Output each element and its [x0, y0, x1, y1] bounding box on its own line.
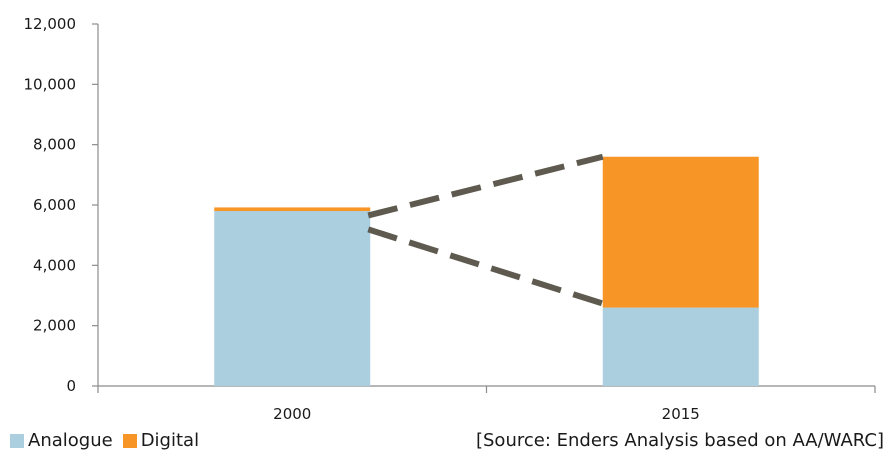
legend-item-analogue: Analogue [10, 430, 113, 451]
legend-label-analogue: Analogue [28, 430, 113, 451]
x-axis: 2000 2015 [97, 385, 876, 423]
legend-swatch-analogue [10, 433, 24, 448]
bars [214, 156, 759, 386]
x-tick-label: 2015 [662, 405, 700, 423]
legend-item-digital: Digital [122, 430, 200, 451]
bar-digital-2015 [602, 156, 759, 308]
y-tick-label: 12,000 [24, 15, 77, 33]
bar-analogue-2015 [602, 307, 759, 386]
y-tick-label: 2,000 [33, 317, 76, 335]
y-tick-label: 8,000 [33, 136, 76, 154]
legend-label-digital: Digital [140, 430, 200, 451]
y-axis: 0 2,000 4,000 6,000 8,000 10,000 12,000 [24, 15, 99, 395]
bar-analogue-2000 [214, 211, 371, 386]
connector-line-upper [367, 153, 604, 219]
bar-digital-2000 [214, 207, 371, 212]
legend-swatch-digital [122, 433, 137, 448]
y-tick-label: 6,000 [33, 196, 76, 214]
connector-line-lower [367, 226, 604, 307]
legend: Analogue Digital [10, 430, 209, 451]
source-note: [Source: Enders Analysis based on AA/WAR… [475, 430, 884, 451]
x-tick-label: 2000 [273, 405, 311, 423]
connector-lines [367, 153, 604, 307]
y-tick-label: 0 [66, 377, 76, 395]
y-tick-label: 10,000 [24, 75, 77, 93]
y-tick-label: 4,000 [33, 256, 76, 274]
